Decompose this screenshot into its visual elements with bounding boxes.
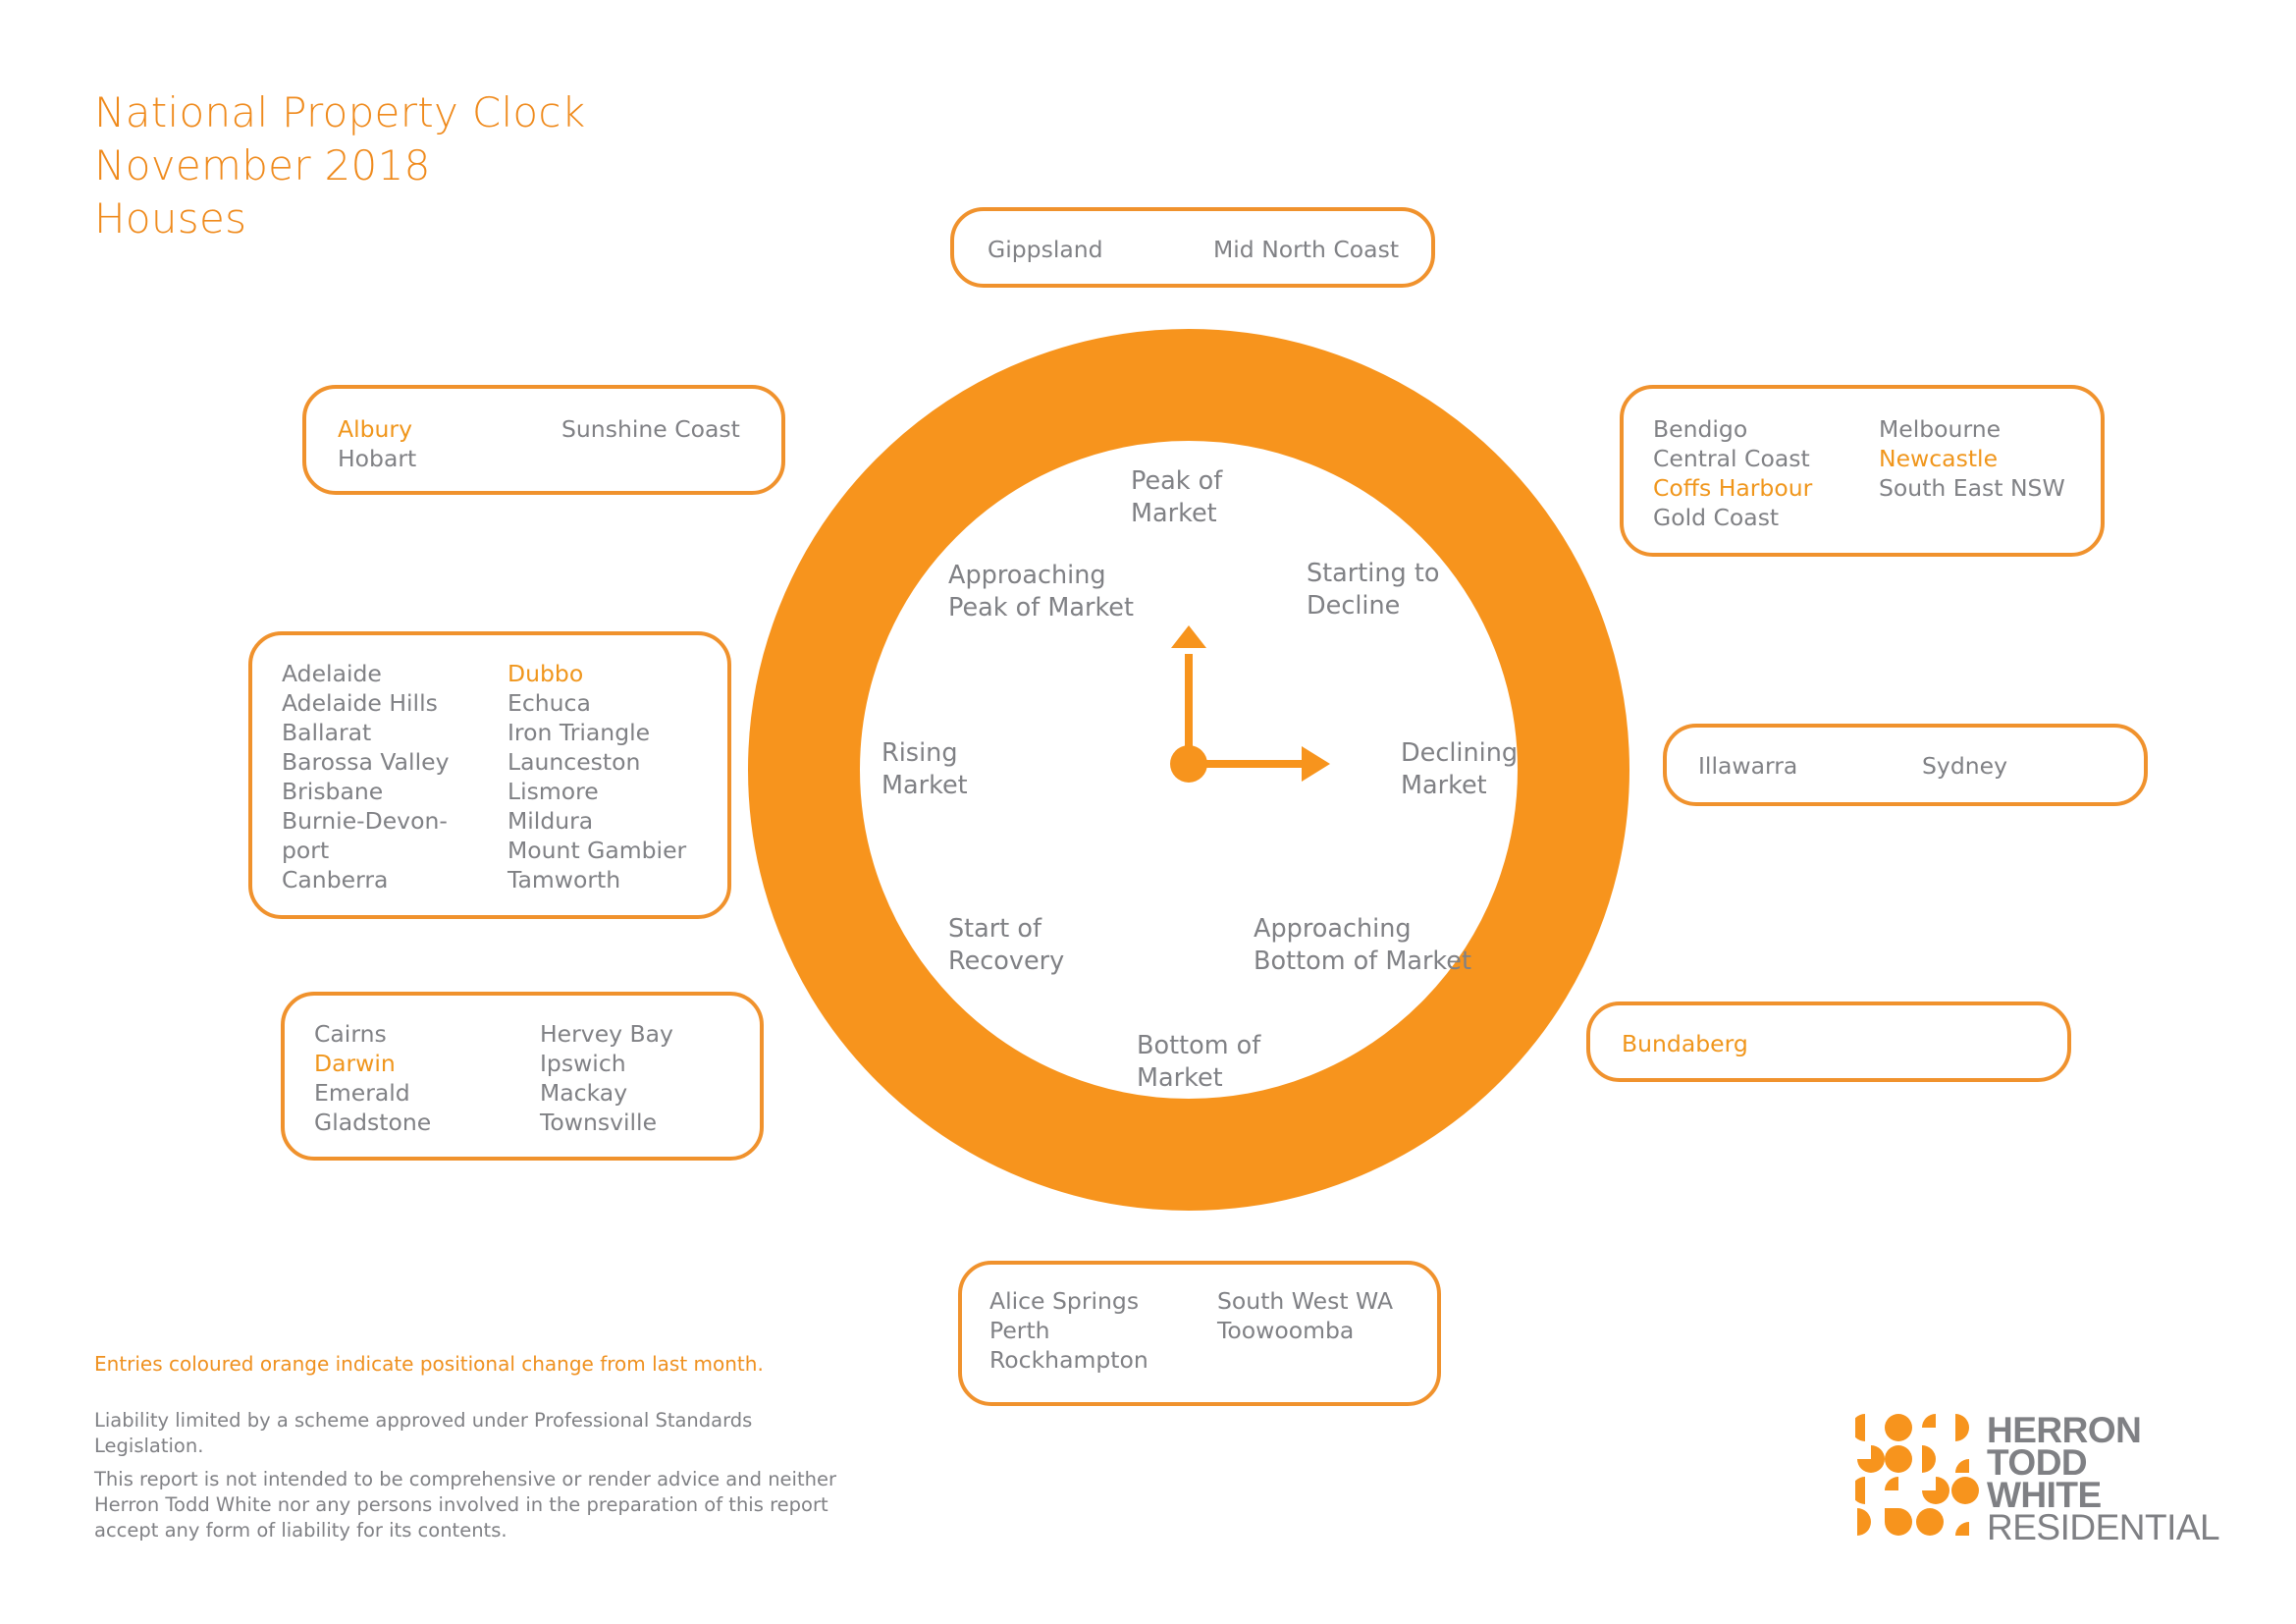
region-col-1: Cairns Darwin Emerald Gladstone bbox=[314, 1019, 431, 1137]
region-col-2: Sydney bbox=[1922, 751, 2007, 781]
phase-start-of-recovery: Start of Recovery bbox=[948, 914, 1065, 976]
hour-hand-arrowhead-icon bbox=[1171, 625, 1206, 648]
region-item: Gippsland bbox=[988, 236, 1103, 263]
region-item: Sydney bbox=[1922, 752, 2008, 780]
region-item: Barossa Valley bbox=[282, 748, 450, 776]
region-item: Alice Springs bbox=[989, 1287, 1140, 1315]
region-item: Illawarra bbox=[1698, 752, 1798, 780]
region-box-start-of-recovery: Cairns Darwin Emerald Gladstone Hervey B… bbox=[281, 992, 764, 1161]
region-col-2: Mid North Coast bbox=[1213, 235, 1399, 264]
region-box-approaching-peak: Albury Hobart Sunshine Coast bbox=[302, 385, 785, 495]
phase-approaching-bottom: Approaching Bottom of Market bbox=[1254, 914, 1471, 976]
phase-peak: Peak of Market bbox=[1131, 466, 1223, 528]
region-col-1: Gippsland bbox=[988, 235, 1103, 264]
region-item: Mount Gambier bbox=[507, 837, 687, 864]
region-item: Central Coast bbox=[1653, 445, 1810, 472]
phase-rising: Rising Market bbox=[881, 738, 968, 800]
clock-hour-hand bbox=[1185, 654, 1193, 770]
region-item: Hervey Bay bbox=[540, 1020, 673, 1048]
region-item: Iron Triangle bbox=[507, 719, 651, 746]
region-item: Emerald bbox=[314, 1079, 410, 1107]
region-col-1: Bendigo Central Coast Coffs Harbour Gold… bbox=[1653, 414, 1812, 532]
title-line-3: Houses bbox=[94, 194, 247, 243]
phase-starting-to-decline: Starting to Decline bbox=[1307, 559, 1440, 621]
region-col-2: Hervey Bay Ipswich Mackay Townsville bbox=[540, 1019, 673, 1137]
htw-logo-text: HERRON TODD WHITE RESIDENTIAL bbox=[1987, 1410, 2220, 1547]
phase-approaching-peak: Approaching Peak of Market bbox=[948, 561, 1134, 623]
region-item: Darwin bbox=[314, 1050, 396, 1077]
region-item: Brisbane bbox=[282, 778, 384, 805]
region-item: Coffs Harbour bbox=[1653, 474, 1813, 502]
region-box-peak: Gippsland Mid North Coast bbox=[950, 207, 1435, 288]
region-item: Lismore bbox=[507, 778, 599, 805]
region-item: port bbox=[282, 837, 330, 864]
title-line-2: November 2018 bbox=[94, 141, 431, 189]
region-col-1: Bundaberg bbox=[1622, 1029, 1748, 1058]
region-col-1: Alice Springs Perth Rockhampton bbox=[989, 1286, 1148, 1375]
region-item: Mildura bbox=[507, 807, 594, 835]
region-item: Burnie-Devon- bbox=[282, 807, 448, 835]
region-item: Sunshine Coast bbox=[561, 415, 740, 443]
region-box-starting-to-decline: Bendigo Central Coast Coffs Harbour Gold… bbox=[1620, 385, 2105, 557]
region-col-1: Adelaide Adelaide Hills Ballarat Barossa… bbox=[282, 659, 449, 894]
region-item: Tamworth bbox=[507, 866, 621, 893]
region-box-rising: Adelaide Adelaide Hills Ballarat Barossa… bbox=[248, 631, 731, 919]
page-title: National Property Clock November 2018 Ho… bbox=[94, 86, 585, 245]
region-item: Cairns bbox=[314, 1020, 387, 1048]
region-item: Albury bbox=[338, 415, 412, 443]
region-box-bottom: Alice Springs Perth Rockhampton South We… bbox=[958, 1261, 1441, 1406]
region-col-1: Illawarra bbox=[1698, 751, 1797, 781]
region-item: Gold Coast bbox=[1653, 504, 1780, 531]
region-box-declining: Illawarra Sydney bbox=[1663, 724, 2148, 806]
region-item: Toowoomba bbox=[1217, 1317, 1355, 1344]
region-item: Canberra bbox=[282, 866, 389, 893]
region-col-2: Sunshine Coast bbox=[561, 414, 740, 444]
region-item: Hobart bbox=[338, 445, 417, 472]
region-item: Gladstone bbox=[314, 1109, 432, 1136]
clock-minute-hand bbox=[1189, 760, 1307, 768]
region-item: Mid North Coast bbox=[1213, 236, 1400, 263]
region-item: Ipswich bbox=[540, 1050, 626, 1077]
region-item: Bundaberg bbox=[1622, 1030, 1748, 1057]
phase-bottom: Bottom of Market bbox=[1137, 1031, 1261, 1093]
region-item: South East NSW bbox=[1879, 474, 2065, 502]
region-item: Townsville bbox=[540, 1109, 658, 1136]
region-box-approaching-bottom: Bundaberg bbox=[1586, 1001, 2071, 1082]
phase-declining: Declining Market bbox=[1401, 738, 1519, 800]
disclaimer-liability: Liability limited by a scheme approved u… bbox=[94, 1409, 753, 1457]
region-col-1: Albury Hobart bbox=[338, 414, 416, 473]
region-item: Launceston bbox=[507, 748, 641, 776]
region-item: Ballarat bbox=[282, 719, 372, 746]
region-col-2: Melbourne Newcastle South East NSW bbox=[1879, 414, 2065, 503]
region-item: Perth bbox=[989, 1317, 1050, 1344]
region-item: Rockhampton bbox=[989, 1346, 1148, 1374]
region-item: Mackay bbox=[540, 1079, 628, 1107]
region-item: Dubbo bbox=[507, 660, 584, 687]
region-col-2: South West WA Toowoomba bbox=[1217, 1286, 1393, 1345]
region-item: Melbourne bbox=[1879, 415, 2002, 443]
clock-center-dot bbox=[1170, 745, 1207, 783]
legend-note: Entries coloured orange indicate positio… bbox=[94, 1352, 764, 1376]
disclaimer-report: This report is not intended to be compre… bbox=[94, 1468, 836, 1542]
title-line-1: National Property Clock bbox=[94, 88, 586, 136]
region-item: Bendigo bbox=[1653, 415, 1748, 443]
htw-logo-mark-icon bbox=[1855, 1414, 1979, 1536]
region-item: Adelaide Hills bbox=[282, 689, 438, 717]
region-item: Newcastle bbox=[1879, 445, 1999, 472]
minute-hand-arrowhead-icon bbox=[1302, 746, 1330, 782]
region-col-2: Dubbo Echuca Iron Triangle Launceston Li… bbox=[507, 659, 686, 894]
clock-ring bbox=[748, 329, 1629, 1211]
region-item: Adelaide bbox=[282, 660, 382, 687]
region-item: South West WA bbox=[1217, 1287, 1394, 1315]
region-item: Echuca bbox=[507, 689, 591, 717]
